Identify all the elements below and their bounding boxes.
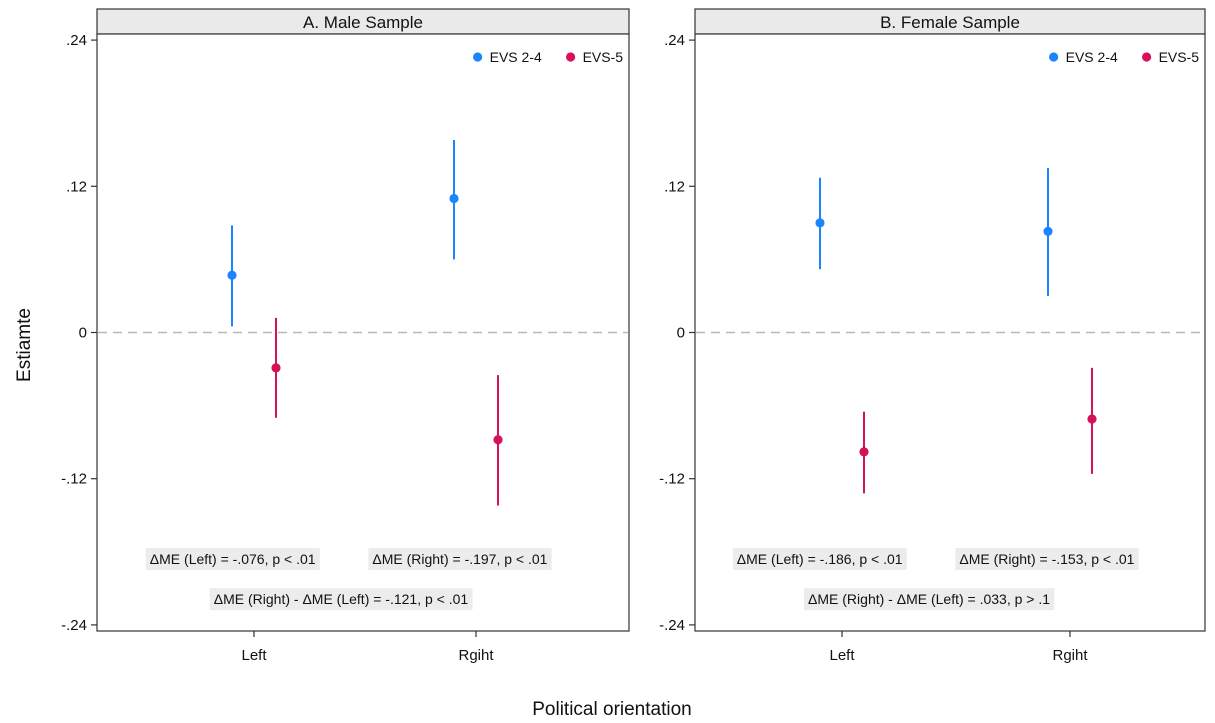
x-axis-label: Political orientation [532, 699, 691, 720]
legend-marker [1049, 52, 1059, 62]
annotation: ΔME (Right) = -.197, p < .01 [372, 551, 547, 567]
x-tick-label: Left [829, 647, 855, 664]
point-estimate [271, 363, 281, 373]
point-estimate [815, 218, 825, 228]
legend-marker [1142, 52, 1152, 62]
annotation-box [209, 588, 473, 611]
y-tick-label: .24 [664, 32, 685, 49]
y-tick-label: .12 [664, 178, 685, 195]
y-axis-label: Estiamte [14, 308, 35, 382]
point-estimate [493, 435, 503, 445]
y-tick-label: .12 [66, 178, 87, 195]
annotation-box [368, 547, 552, 570]
panel-title: B. Female Sample [880, 13, 1020, 32]
legend-marker [566, 52, 576, 62]
point-estimate [1087, 414, 1097, 424]
point-estimate [1043, 226, 1053, 236]
annotation: ΔME (Left) = -.186, p < .01 [737, 551, 903, 567]
annotation: ΔME (Right) = -.153, p < .01 [959, 551, 1134, 567]
y-tick-label: -.24 [61, 617, 87, 634]
legend-label: EVS 2-4 [490, 49, 542, 65]
annotation-box [145, 547, 320, 570]
x-tick-label: Left [241, 647, 267, 664]
point-estimate [859, 447, 869, 457]
y-tick-label: 0 [79, 325, 87, 342]
panels: A. Male Sample .24 .12 0 -.12 -.24 Left Rgiht EV… [61, 8, 1206, 664]
x-tick-label: Rgiht [458, 647, 494, 664]
point-estimate [227, 270, 237, 280]
y-tick-label: .24 [66, 32, 87, 49]
y-tick-label: -.12 [659, 471, 685, 488]
y-tick-label: -.24 [659, 617, 685, 634]
annotation: ΔME (Right) - ΔME (Left) = -.121, p < .0… [214, 591, 469, 607]
legend-label: EVS 2-4 [1066, 49, 1118, 65]
y-tick-label: -.12 [61, 471, 87, 488]
legend-label: EVS-5 [1159, 49, 1200, 65]
y-tick-label: 0 [677, 325, 685, 342]
x-tick-label: Rgiht [1052, 647, 1088, 664]
annotation: ΔME (Left) = -.076, p < .01 [150, 551, 316, 567]
panel-header [694, 8, 1206, 35]
panel-title: A. Male Sample [303, 13, 423, 32]
annotation: ΔME (Right) - ΔME (Left) = .033, p > .1 [808, 591, 1050, 607]
panel-header [96, 8, 630, 35]
legend-marker [473, 52, 483, 62]
panel-male: A. Male Sample .24 .12 0 -.12 -.24 Left Rgiht EV… [61, 8, 630, 664]
annotation-box [955, 547, 1139, 570]
legend-label: EVS-5 [583, 49, 624, 65]
point-estimate [449, 193, 459, 204]
panel-female: B. Female Sample .24 .12 0 -.12 -.24 Left Rgiht… [659, 8, 1206, 664]
annotation-box [804, 588, 1055, 611]
annotation-box [732, 547, 907, 570]
